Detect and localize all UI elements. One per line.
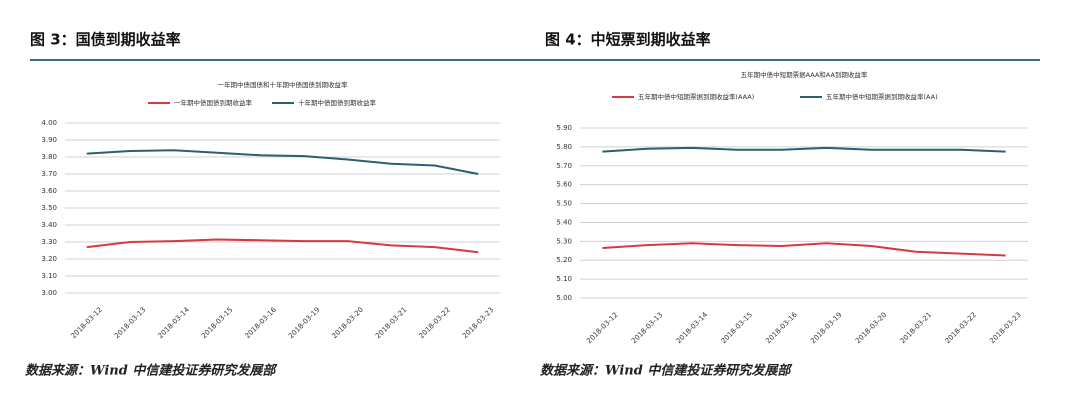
x-tick-label: 2018-03-19 xyxy=(287,306,321,340)
x-tick-label: 2018-03-20 xyxy=(331,306,365,340)
y-tick-label: 3.80 xyxy=(41,153,57,161)
x-tick-label: 2018-03-19 xyxy=(809,311,843,345)
y-tick-label: 5.30 xyxy=(556,237,572,245)
y-tick-label: 5.00 xyxy=(556,294,572,302)
heading: 图 4：中短票到期收益率 xyxy=(545,31,711,49)
y-tick-label: 3.60 xyxy=(41,187,57,195)
y-tick-label: 3.50 xyxy=(41,204,57,212)
y-tick-label: 3.40 xyxy=(41,221,57,229)
x-tick-label: 2018-03-14 xyxy=(157,305,192,340)
x-tick-label: 2018-03-22 xyxy=(418,306,452,340)
legend-label: 五年期中债中短期票据到期收益率(AA) xyxy=(826,92,938,101)
x-tick-label: 2018-03-23 xyxy=(988,311,1022,345)
x-tick-label: 2018-03-14 xyxy=(675,310,710,345)
chart-title: 一年期中债国债和十年期中债国债到期收益率 xyxy=(218,80,349,89)
y-tick-label: 3.70 xyxy=(41,170,57,178)
x-tick-label: 2018-03-21 xyxy=(374,306,408,340)
x-tick-label: 2018-03-16 xyxy=(244,305,279,340)
x-tick-label: 2018-03-22 xyxy=(944,311,978,345)
series-line xyxy=(86,149,479,175)
source: 数据来源：Wind 中信建投证券研究发展部 xyxy=(540,363,793,379)
x-tick-label: 2018-03-13 xyxy=(113,306,147,340)
x-tick-label: 2018-03-21 xyxy=(899,311,933,345)
x-tick-label: 2018-03-15 xyxy=(720,311,754,345)
y-tick-label: 3.00 xyxy=(41,289,57,297)
y-tick-label: 5.20 xyxy=(556,256,572,264)
y-tick-label: 3.20 xyxy=(41,255,57,263)
x-tick-label: 2018-03-16 xyxy=(764,310,799,345)
heading: 图 3：国债到期收益率 xyxy=(30,31,181,49)
legend-label: 一年期中债国债到期收益率 xyxy=(174,98,253,107)
x-tick-label: 2018-03-12 xyxy=(70,306,104,340)
chart-title: 五年期中债中短期票据AAA和AA到期收益率 xyxy=(741,70,868,79)
y-tick-label: 5.50 xyxy=(556,200,572,208)
y-tick-label: 4.00 xyxy=(41,119,57,127)
x-tick-label: 2018-03-15 xyxy=(200,306,234,340)
source: 数据来源：Wind 中信建投证券研究发展部 xyxy=(25,363,278,379)
x-tick-label: 2018-03-13 xyxy=(630,311,664,345)
y-tick-label: 5.60 xyxy=(556,181,572,189)
y-tick-label: 5.40 xyxy=(556,218,572,226)
x-tick-label: 2018-03-12 xyxy=(585,311,619,345)
legend-label: 十年期中债国债到期收益率 xyxy=(298,98,377,107)
series-line xyxy=(602,242,1006,257)
series-line xyxy=(86,238,479,254)
legend-label: 五年期中债中短期票据到期收益率(AAA) xyxy=(638,92,754,101)
x-tick-label: 2018-03-23 xyxy=(461,306,495,340)
y-tick-label: 5.10 xyxy=(556,275,572,283)
y-tick-label: 3.90 xyxy=(41,136,57,144)
y-tick-label: 5.90 xyxy=(556,124,572,132)
x-tick-label: 2018-03-20 xyxy=(854,311,888,345)
y-tick-label: 3.30 xyxy=(41,238,57,246)
series-line xyxy=(602,146,1006,153)
y-tick-label: 5.80 xyxy=(556,143,572,151)
y-tick-label: 3.10 xyxy=(41,272,57,280)
y-tick-label: 5.70 xyxy=(556,162,572,170)
